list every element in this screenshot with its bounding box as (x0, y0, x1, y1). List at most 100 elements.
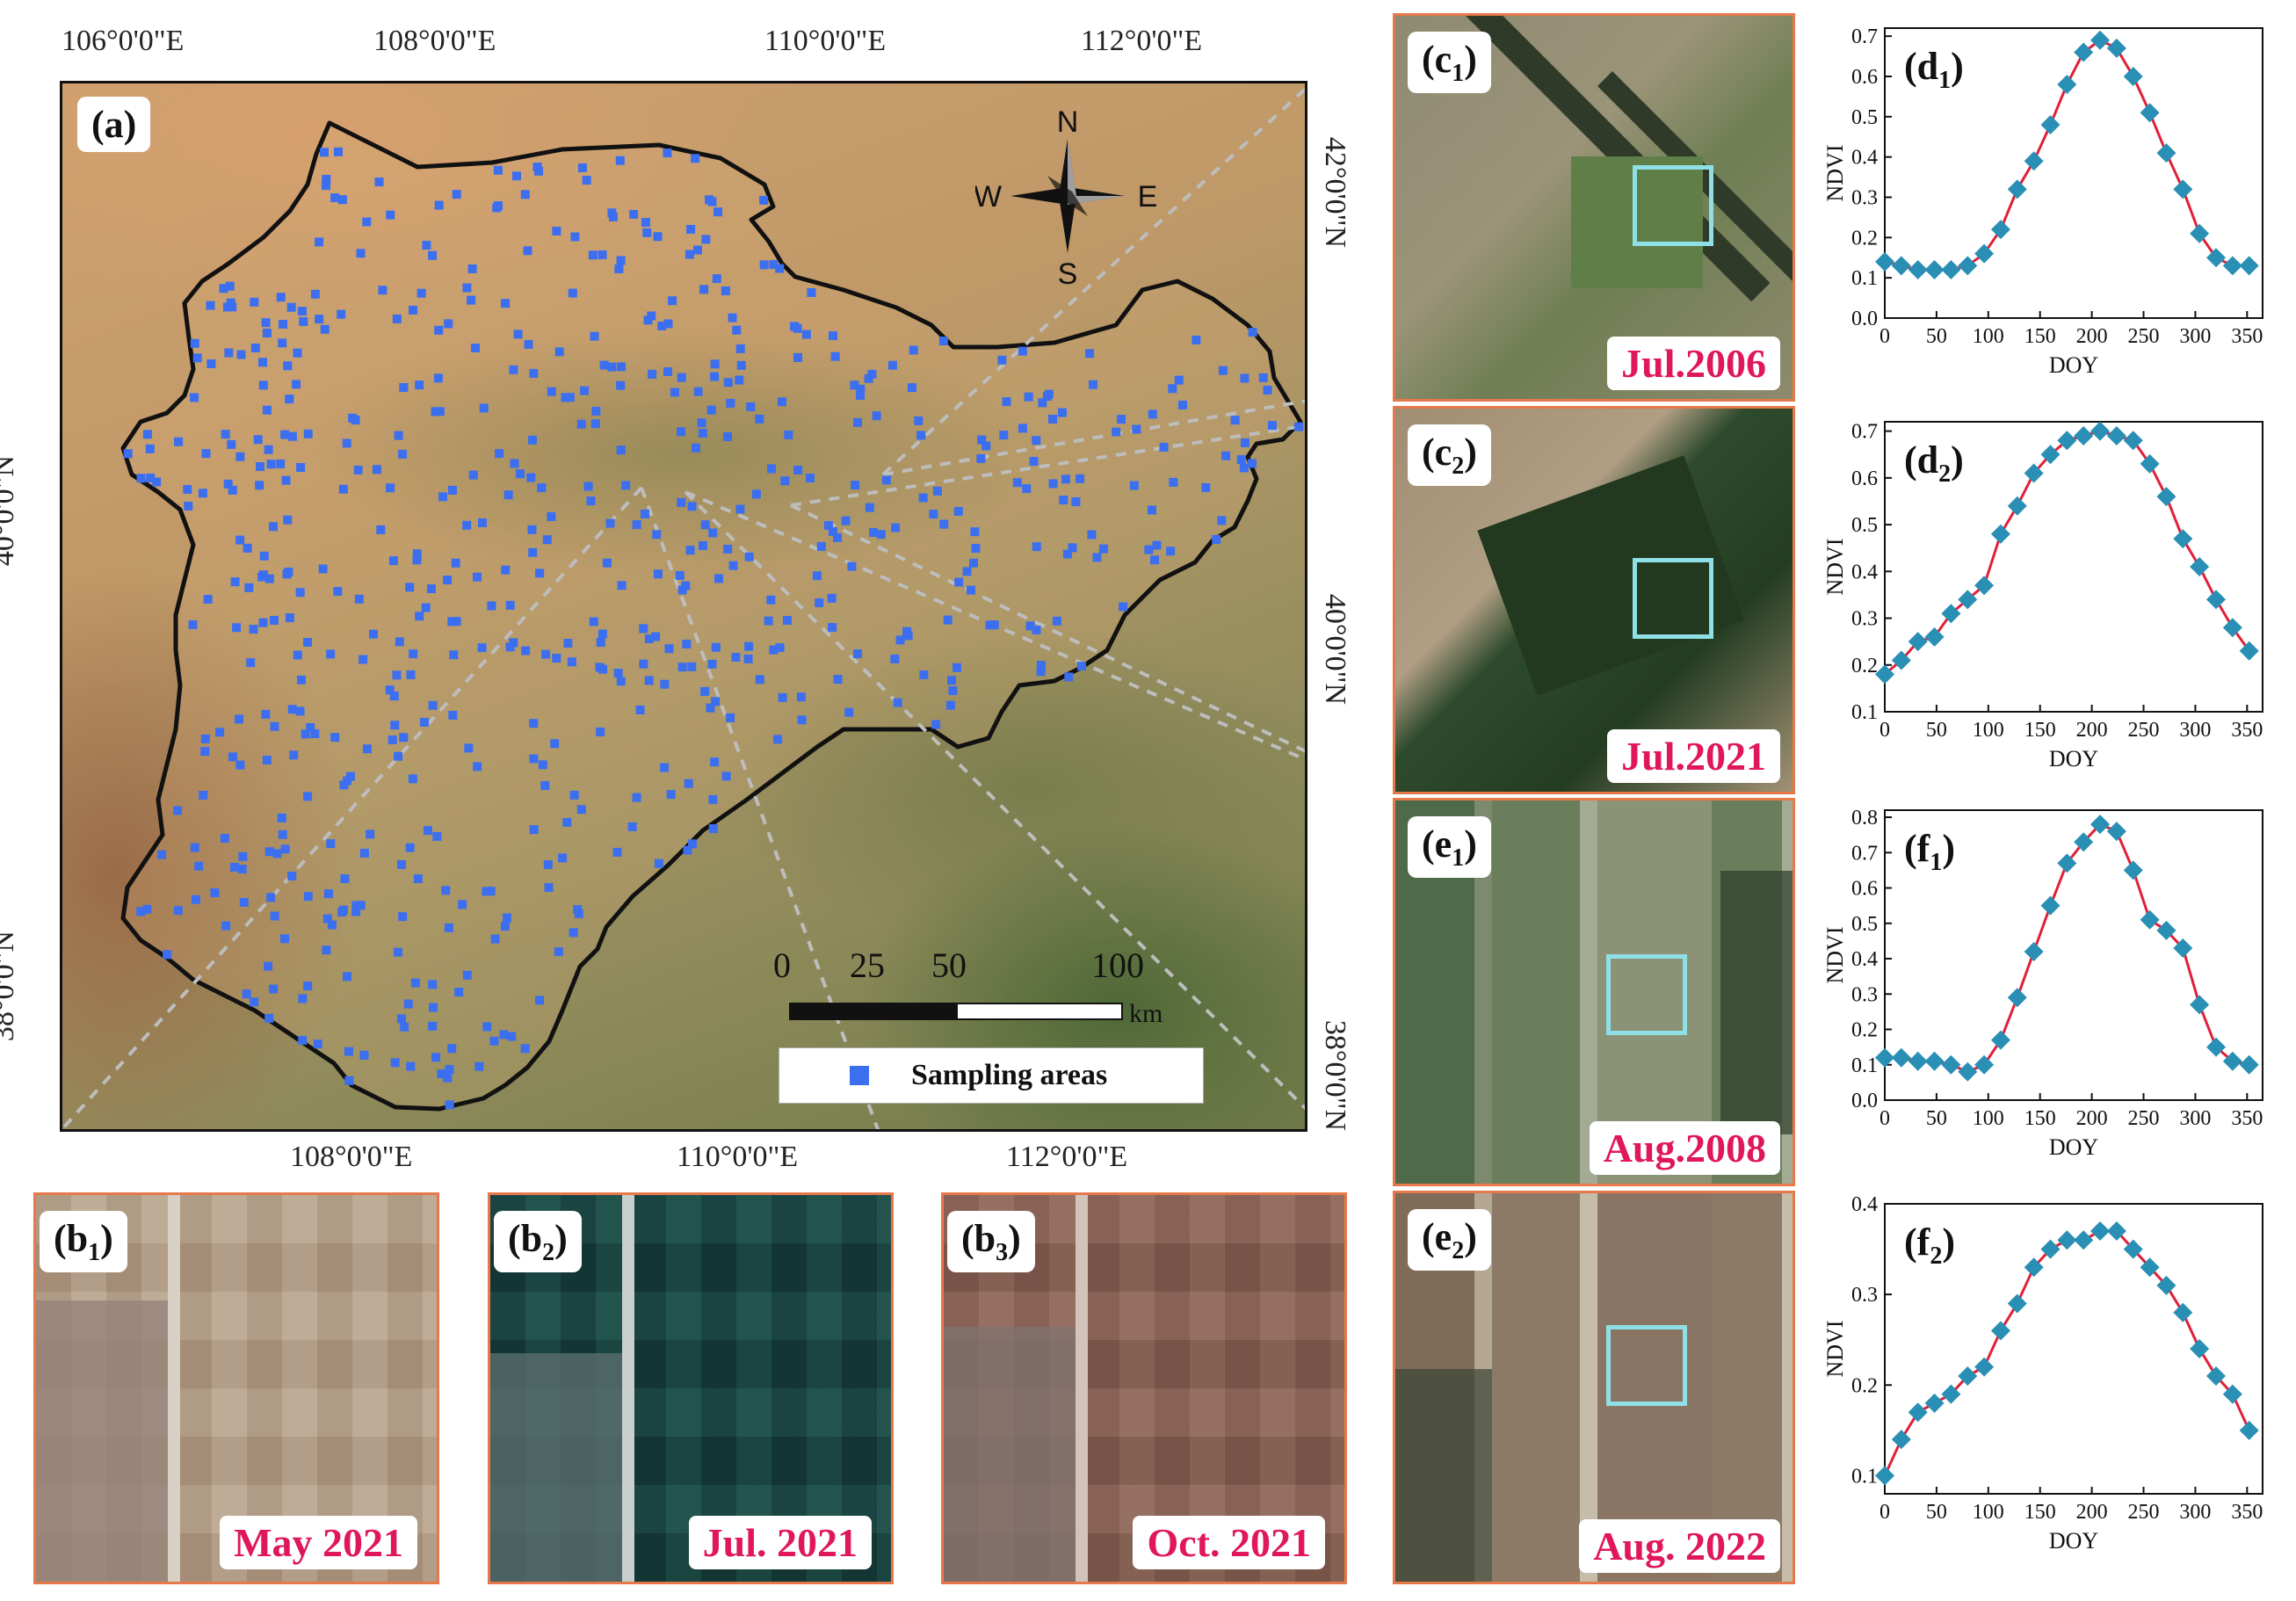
sample-point (303, 982, 313, 991)
sample-point (250, 297, 259, 307)
sample-point (258, 570, 268, 580)
sample-point (405, 583, 415, 592)
ndvi-point (2205, 248, 2226, 268)
ndvi-point (2140, 453, 2160, 474)
sample-point (486, 887, 496, 896)
sample-point (616, 446, 626, 455)
sample-point (595, 663, 605, 672)
ndvi-point (1990, 524, 2010, 544)
sample-point (590, 331, 599, 341)
sample-point (390, 1058, 400, 1068)
sample-point (297, 307, 307, 316)
ndvi-point (2222, 1051, 2242, 1071)
y-tick-label: 0.8 (1851, 807, 1878, 829)
sample-point (330, 193, 340, 203)
sample-point (258, 358, 268, 367)
chart-panel-label: (f1) (1904, 827, 1955, 876)
sample-point (1152, 540, 1162, 550)
sample-point (389, 692, 399, 701)
sample-point (477, 643, 487, 653)
sample-point (1247, 459, 1257, 468)
sample-point (142, 904, 152, 914)
sample-point (537, 483, 547, 493)
sample-point (684, 779, 693, 788)
panel-label-e2: (e2) (1408, 1209, 1491, 1271)
date-label-e2: Aug. 2022 (1579, 1519, 1780, 1573)
sample-point (270, 615, 279, 625)
sample-point (277, 813, 286, 822)
sample-point (605, 518, 615, 528)
y-axis-title: NDVI (1823, 927, 1848, 984)
sample-point (997, 355, 1007, 365)
sample-point (298, 1035, 308, 1045)
sample-point (322, 945, 331, 955)
sample-point (775, 643, 785, 653)
ndvi-point (2057, 853, 2077, 873)
sample-point (687, 662, 697, 671)
sample-point (234, 714, 243, 724)
ndvi-point (2074, 832, 2094, 852)
sample-point (713, 207, 723, 217)
sample-point (495, 449, 504, 459)
ndvi-point (2090, 30, 2111, 50)
sample-point (841, 516, 851, 525)
sample-point (283, 515, 293, 525)
sample-point (270, 911, 279, 921)
sample-point (356, 901, 366, 910)
sample-point (827, 593, 837, 603)
sample-point (664, 644, 674, 654)
sample-point (829, 331, 838, 341)
x-tick-label: 250 (2128, 1501, 2160, 1524)
sample-point (731, 652, 741, 662)
ndvi-point (2140, 103, 2160, 123)
sample-point (229, 862, 239, 872)
ndvi-chart-d1: 0 50 100 150 200 250 300 350 0.0 0.1 0.2 0.3 0.4 0.5 0… (1823, 25, 2263, 378)
sample-point (567, 657, 576, 667)
sample-point (755, 675, 764, 685)
sample-point (353, 465, 363, 475)
sample-point (586, 496, 596, 506)
sample-point (541, 649, 551, 659)
sample-point (815, 598, 824, 607)
sample-point (639, 624, 648, 634)
lon-label-bottom: 108°0'0"E (290, 1141, 413, 1173)
sample-point (684, 250, 694, 259)
sample-point (376, 525, 386, 534)
sample-point (793, 352, 802, 362)
panel-label-b2: (b2) (494, 1211, 582, 1272)
sample-point (1064, 672, 1074, 682)
sample-point (677, 427, 686, 437)
sample-point (397, 1014, 407, 1024)
sample-point (388, 556, 398, 566)
ndvi-point (2040, 445, 2061, 465)
x-tick-label: 0 (1880, 325, 1890, 348)
sample-point (607, 208, 617, 218)
sample-point (985, 620, 995, 630)
y-axis-title: NDVI (1823, 1321, 1848, 1378)
sample-point (945, 700, 955, 710)
sample-point (1169, 477, 1178, 487)
sample-point (451, 558, 460, 568)
sample-point (192, 353, 202, 363)
sample-point (183, 484, 192, 494)
ndvi-point (2140, 909, 2160, 930)
x-tick-label: 300 (2179, 719, 2211, 742)
sample-point (190, 393, 199, 402)
ndvi-point (1908, 632, 1928, 652)
sample-point (677, 373, 686, 382)
sample-point (464, 743, 474, 753)
sample-point (1038, 398, 1047, 408)
sample-point (501, 565, 511, 575)
sample-point (677, 663, 687, 672)
x-tick-label: 100 (1973, 1501, 2004, 1524)
sample-point (769, 260, 779, 270)
sample-point (421, 603, 431, 612)
sample-point (550, 739, 560, 749)
ndvi-point (1908, 1051, 1928, 1071)
sample-point (243, 543, 252, 553)
ndvi-point (1974, 1357, 1995, 1377)
ndvi-point (2190, 995, 2210, 1015)
sample-point (448, 710, 458, 720)
x-tick-label: 150 (2024, 1107, 2056, 1130)
sample-point (552, 653, 561, 663)
